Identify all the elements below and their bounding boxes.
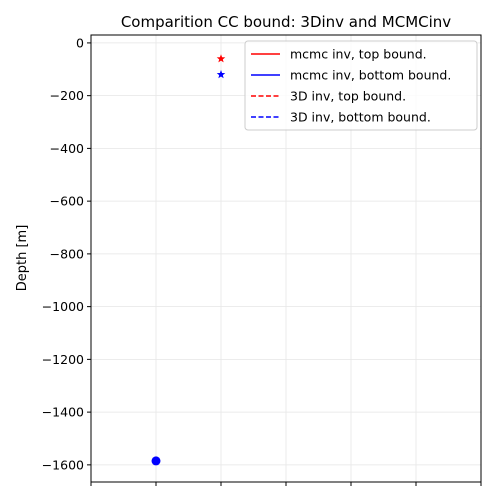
- y-tick-label: −1000: [42, 299, 84, 314]
- legend-label: 3D inv, top bound.: [290, 89, 406, 104]
- legend: mcmc inv, top bound. mcmc inv, bottom bou…: [244, 40, 478, 131]
- y-tick-label: −600: [50, 194, 84, 209]
- y-tick-label: −1400: [42, 405, 84, 420]
- x-axis: [90, 482, 482, 486]
- y-tick-label: −1600: [42, 457, 84, 472]
- y-tick-label: −400: [50, 141, 84, 156]
- y-tick-label: 0: [76, 35, 84, 50]
- star-marker: [216, 70, 226, 79]
- y-axis: 0 −200 −400 −600 −800 −1000 −1200 −1400 −1600: [42, 35, 91, 472]
- circle-marker: [151, 456, 161, 466]
- y-tick-label: −200: [50, 88, 84, 103]
- legend-label: mcmc inv, bottom bound.: [290, 68, 451, 83]
- legend-frame: [244, 40, 478, 131]
- chart-title: Comparition CC bound: 3Dinv and MCMCinv: [121, 13, 451, 31]
- legend-label: 3D inv, bottom bound.: [290, 110, 431, 125]
- legend-label: mcmc inv, top bound.: [290, 47, 427, 62]
- y-tick-label: −800: [50, 246, 84, 261]
- y-axis-label: Depth [m]: [15, 225, 30, 292]
- star-marker: [216, 54, 226, 63]
- data-points: [151, 54, 226, 466]
- y-tick-label: −1200: [42, 352, 84, 367]
